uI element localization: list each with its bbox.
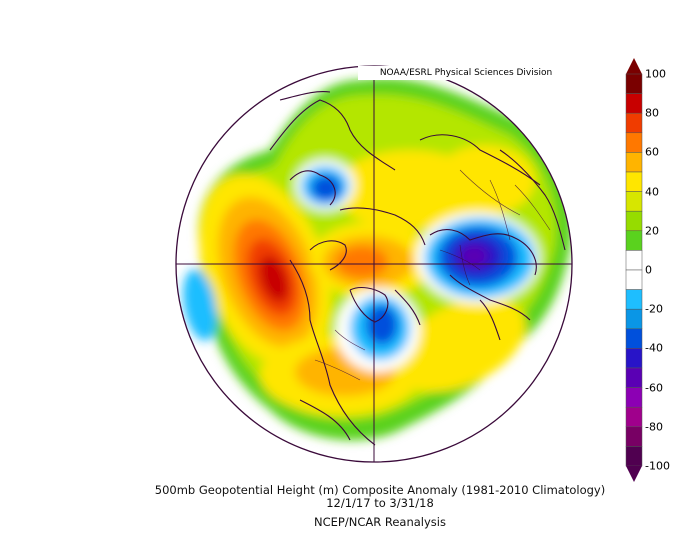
colorbar-tick-label: 100 (645, 67, 666, 81)
colorbar-swatch (625, 191, 643, 212)
colorbar-swatch (625, 269, 643, 290)
anomaly-field (183, 78, 572, 446)
colorbar-swatch (625, 230, 643, 251)
colorbar (625, 58, 643, 482)
colorbar-tick-label: -40 (645, 341, 663, 355)
colorbar-swatch (625, 367, 643, 388)
colorbar-swatch (625, 132, 643, 153)
colorbar-swatch (625, 406, 643, 428)
dataset-name: NCEP/NCAR Reanalysis (314, 515, 446, 529)
map-title: 500mb Geopotential Height (m) Composite … (154, 483, 606, 497)
colorbar-tick-label: -80 (645, 420, 663, 434)
colorbar-tick-label: 20 (645, 224, 659, 238)
borders (314, 169, 551, 381)
colorbar-tick-label: 40 (645, 185, 659, 199)
colorbar-swatch (625, 308, 643, 330)
colorbar-tick-label: -100 (645, 459, 670, 473)
colorbar-swatch (625, 289, 643, 310)
colorbar-swatch (625, 210, 643, 232)
colorbar-swatch (625, 387, 643, 408)
colorbar-swatch (625, 348, 643, 369)
credit-label: NOAA/ESRL Physical Sciences Division (358, 66, 574, 80)
colorbar-swatch (625, 171, 643, 192)
colorbar-swatch (625, 446, 643, 467)
colorbar-tick-label: 80 (645, 106, 659, 120)
colorbar-tick-label: -60 (645, 381, 663, 395)
colorbar-bottom-arrow (626, 466, 642, 482)
date-range: 12/1/17 to 3/31/18 (326, 496, 434, 510)
colorbar-swatch (625, 152, 643, 173)
colorbar-swatch (625, 112, 643, 134)
colorbar-swatch (625, 250, 643, 271)
colorbar-tick-label: 60 (645, 145, 659, 159)
colorbar-top-arrow (626, 58, 642, 74)
colorbar-tick-label: -20 (645, 302, 663, 316)
colorbar-swatch (625, 426, 643, 447)
colorbar-swatch (625, 93, 643, 114)
colorbar-swatch (625, 328, 643, 349)
colorbar-tick-label: 0 (645, 263, 652, 277)
colorbar-swatch (625, 73, 643, 94)
